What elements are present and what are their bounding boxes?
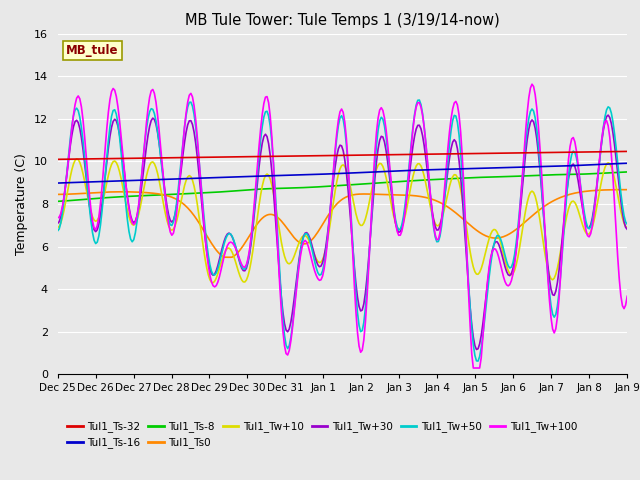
Legend: Tul1_Ts-32, Tul1_Ts-16, Tul1_Ts-8, Tul1_Ts0, Tul1_Tw+10, Tul1_Tw+30, Tul1_Tw+50,: Tul1_Ts-32, Tul1_Ts-16, Tul1_Ts-8, Tul1_… xyxy=(63,417,581,453)
Text: MB_tule: MB_tule xyxy=(66,44,118,57)
Y-axis label: Temperature (C): Temperature (C) xyxy=(15,153,28,255)
Title: MB Tule Tower: Tule Temps 1 (3/19/14-now): MB Tule Tower: Tule Temps 1 (3/19/14-now… xyxy=(185,13,500,28)
